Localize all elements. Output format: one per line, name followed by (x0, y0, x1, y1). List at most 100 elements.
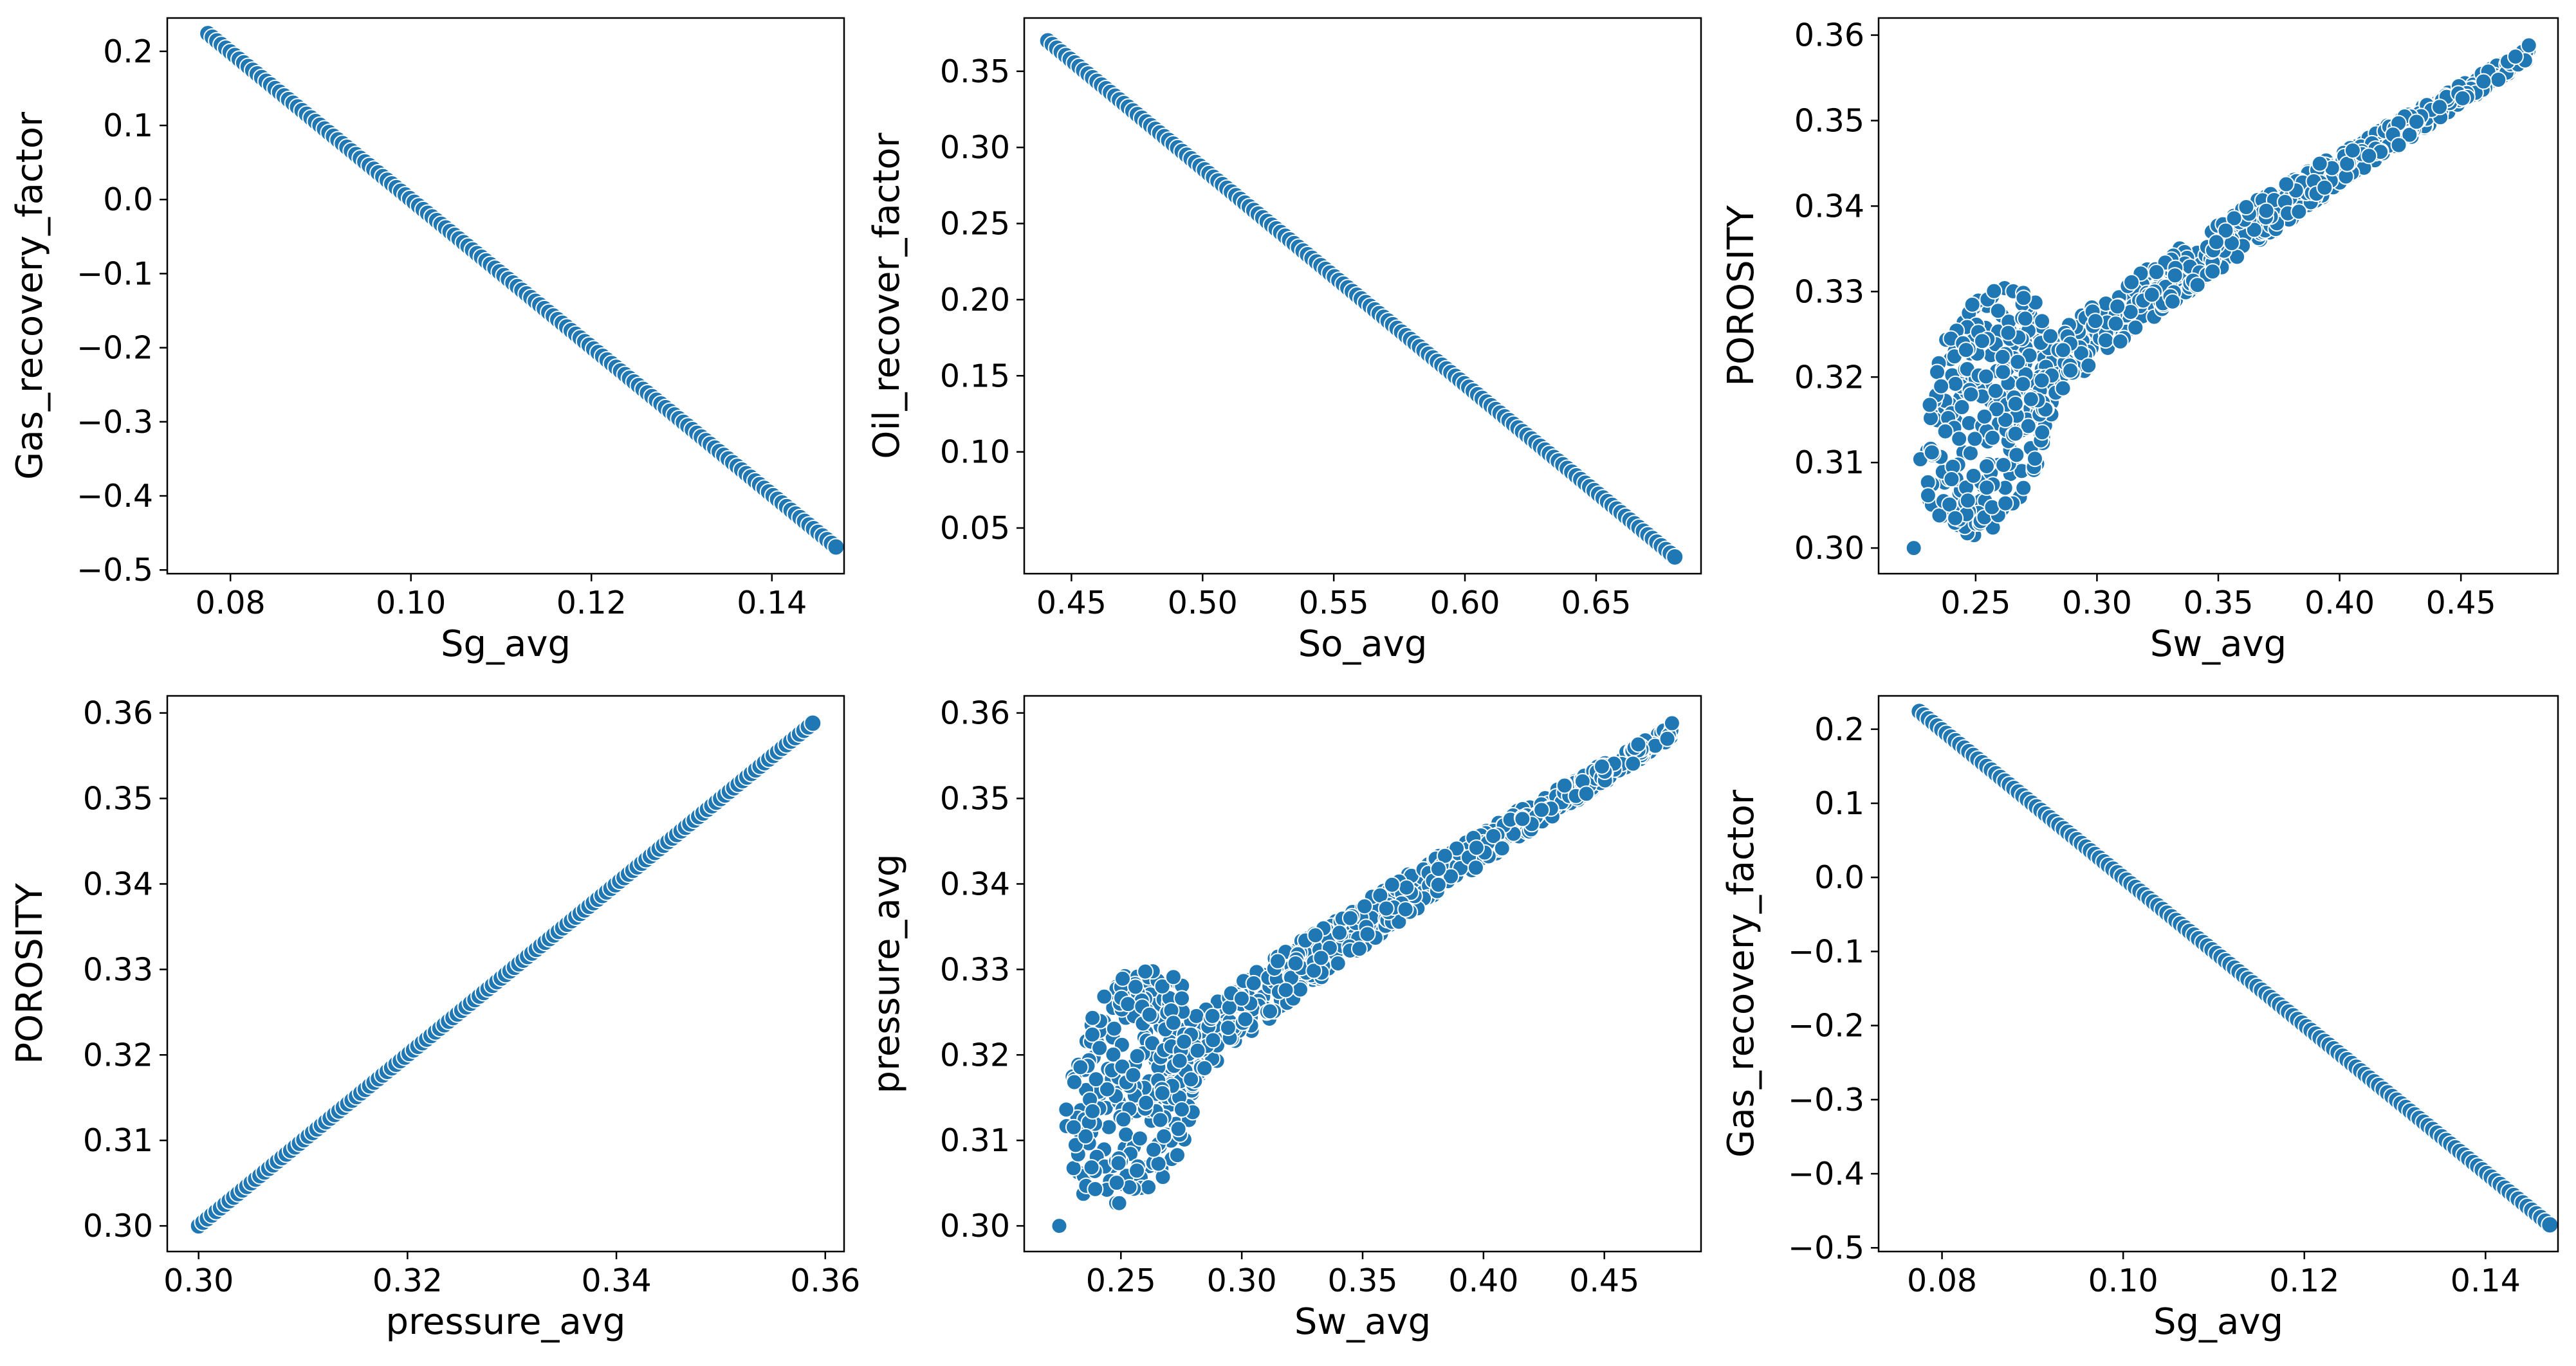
subplot-pressure-vs-porosity: 0.30 0.32 0.34 0.36 0.36 0.35 0.34 0.33 0.32 0.31… (9, 695, 860, 1343)
data-point (1065, 1160, 1082, 1177)
x-tick-label: 0.60 (1430, 585, 1500, 621)
data-point (1997, 411, 2014, 428)
data-point (1219, 1019, 1237, 1037)
y-tick-label: 0.35 (1794, 103, 1864, 140)
data-point (2217, 222, 2234, 239)
subplot-sw-vs-porosity: 0.25 0.30 0.35 0.40 0.45 0.36 0.35 0.34 0.33 0.32… (1720, 17, 2559, 665)
data-point (1624, 755, 1642, 772)
data-point (2015, 289, 2032, 307)
data-point (1087, 1071, 1105, 1088)
data-point (2541, 1216, 2558, 1234)
data-point (1189, 1042, 1206, 1059)
data-point (1923, 444, 1940, 461)
x-tick-label: 0.25 (1086, 1262, 1156, 1299)
data-point (2245, 221, 2263, 239)
data-point (1137, 1094, 1155, 1111)
subplot-sg-vs-gas-bottom: 0.08 0.10 0.12 0.14 0.2 0.1 0.0 −0.1 −0.2 −0.3 −0.… (1720, 695, 2559, 1343)
data-point (1065, 1118, 1082, 1136)
subplot-so-vs-oil: 0.45 0.50 0.55 0.60 0.65 0.35 0.30 0.25 0.20 0.15… (866, 17, 1702, 665)
data-point (2290, 203, 2308, 221)
data-point (1305, 962, 1323, 979)
data-point (2022, 390, 2039, 408)
data-point (2034, 424, 2051, 441)
data-point (1359, 925, 1376, 943)
data-point (1666, 547, 1684, 566)
x-tick-label: 0.12 (557, 585, 627, 621)
y-tick-label: 0.0 (103, 181, 153, 218)
data-point (1341, 909, 1359, 927)
data-point (1077, 1127, 1094, 1145)
data-point (1164, 1014, 1182, 1032)
data-point (1204, 1007, 1221, 1024)
data-point (2007, 425, 2024, 442)
data-point (1593, 758, 1610, 775)
y-tick-label: 0.31 (83, 1122, 153, 1159)
data-point (1467, 839, 1485, 857)
x-axis-label: Sg_avg (441, 623, 571, 665)
data-point (827, 538, 844, 556)
data-point (1058, 1101, 1075, 1118)
scatter-points (1051, 715, 1680, 1235)
data-point (1959, 492, 1976, 509)
x-axis-label: Sw_avg (2150, 623, 2286, 665)
x-axis-label: pressure_avg (386, 1301, 626, 1343)
data-point (2507, 48, 2524, 66)
x-tick-label: 0.36 (790, 1262, 860, 1299)
data-point (2009, 353, 2027, 370)
data-point (1072, 1059, 1089, 1076)
data-point (1398, 879, 1415, 896)
x-tick-label: 0.35 (1327, 1262, 1397, 1299)
data-point (2026, 450, 2043, 468)
y-tick-label: 0.10 (940, 434, 1010, 471)
y-tick-label: −0.2 (77, 330, 153, 367)
y-tick-label: 0.33 (1794, 273, 1864, 310)
data-point (1154, 978, 1171, 995)
data-point (1128, 1048, 1146, 1065)
data-point (2123, 273, 2140, 291)
data-point (1976, 408, 1993, 425)
data-point (1262, 1003, 1279, 1020)
x-tick-label: 0.30 (2062, 585, 2132, 621)
data-point (1984, 429, 2001, 446)
scatter-points (199, 24, 844, 556)
data-point (1141, 1006, 1158, 1023)
scatter-points (1038, 32, 1684, 566)
data-point (2072, 345, 2090, 362)
data-point (1947, 509, 1964, 527)
y-tick-label: 0.33 (83, 951, 153, 988)
data-point (2019, 417, 2037, 435)
data-point (1169, 1147, 1186, 1164)
y-tick-label: −0.2 (1788, 1008, 1864, 1044)
data-point (1985, 282, 2003, 300)
y-tick-label: 0.20 (940, 282, 1010, 318)
data-point (1091, 1039, 1109, 1057)
data-point (1966, 430, 1983, 448)
data-point (2408, 113, 2425, 131)
data-point (1127, 978, 1144, 996)
y-tick-label: 0.0 (1814, 859, 1864, 896)
subplot-sw-vs-pressure: 0.25 0.30 0.35 0.40 0.45 0.36 0.35 0.34 0.33 0.32… (866, 695, 1702, 1343)
data-point (1137, 963, 1154, 980)
data-point (1630, 736, 1647, 753)
x-axis-label: Sg_avg (2153, 1301, 2283, 1343)
data-point (1118, 1126, 1135, 1143)
data-point (1119, 996, 1137, 1013)
data-point (1175, 1033, 1193, 1050)
data-point (2109, 298, 2126, 315)
x-tick-label: 0.14 (737, 585, 807, 621)
data-point (2042, 327, 2059, 345)
x-tick-label: 0.65 (1561, 585, 1631, 621)
data-point (1905, 540, 1922, 557)
x-tick-label: 0.08 (1907, 1262, 1977, 1299)
data-point (2007, 395, 2024, 412)
y-tick-label: 0.33 (940, 951, 1010, 988)
x-tick-label: 0.50 (1168, 585, 1238, 621)
data-point (2107, 315, 2124, 332)
x-tick-label: 0.10 (2088, 1262, 2158, 1299)
y-axis-label: Oil_recover_factor (866, 132, 908, 459)
data-point (1140, 1179, 1157, 1196)
data-point (1196, 1059, 1213, 1077)
data-point (1350, 940, 1368, 958)
data-point (2086, 313, 2104, 330)
data-point (1994, 348, 2011, 365)
